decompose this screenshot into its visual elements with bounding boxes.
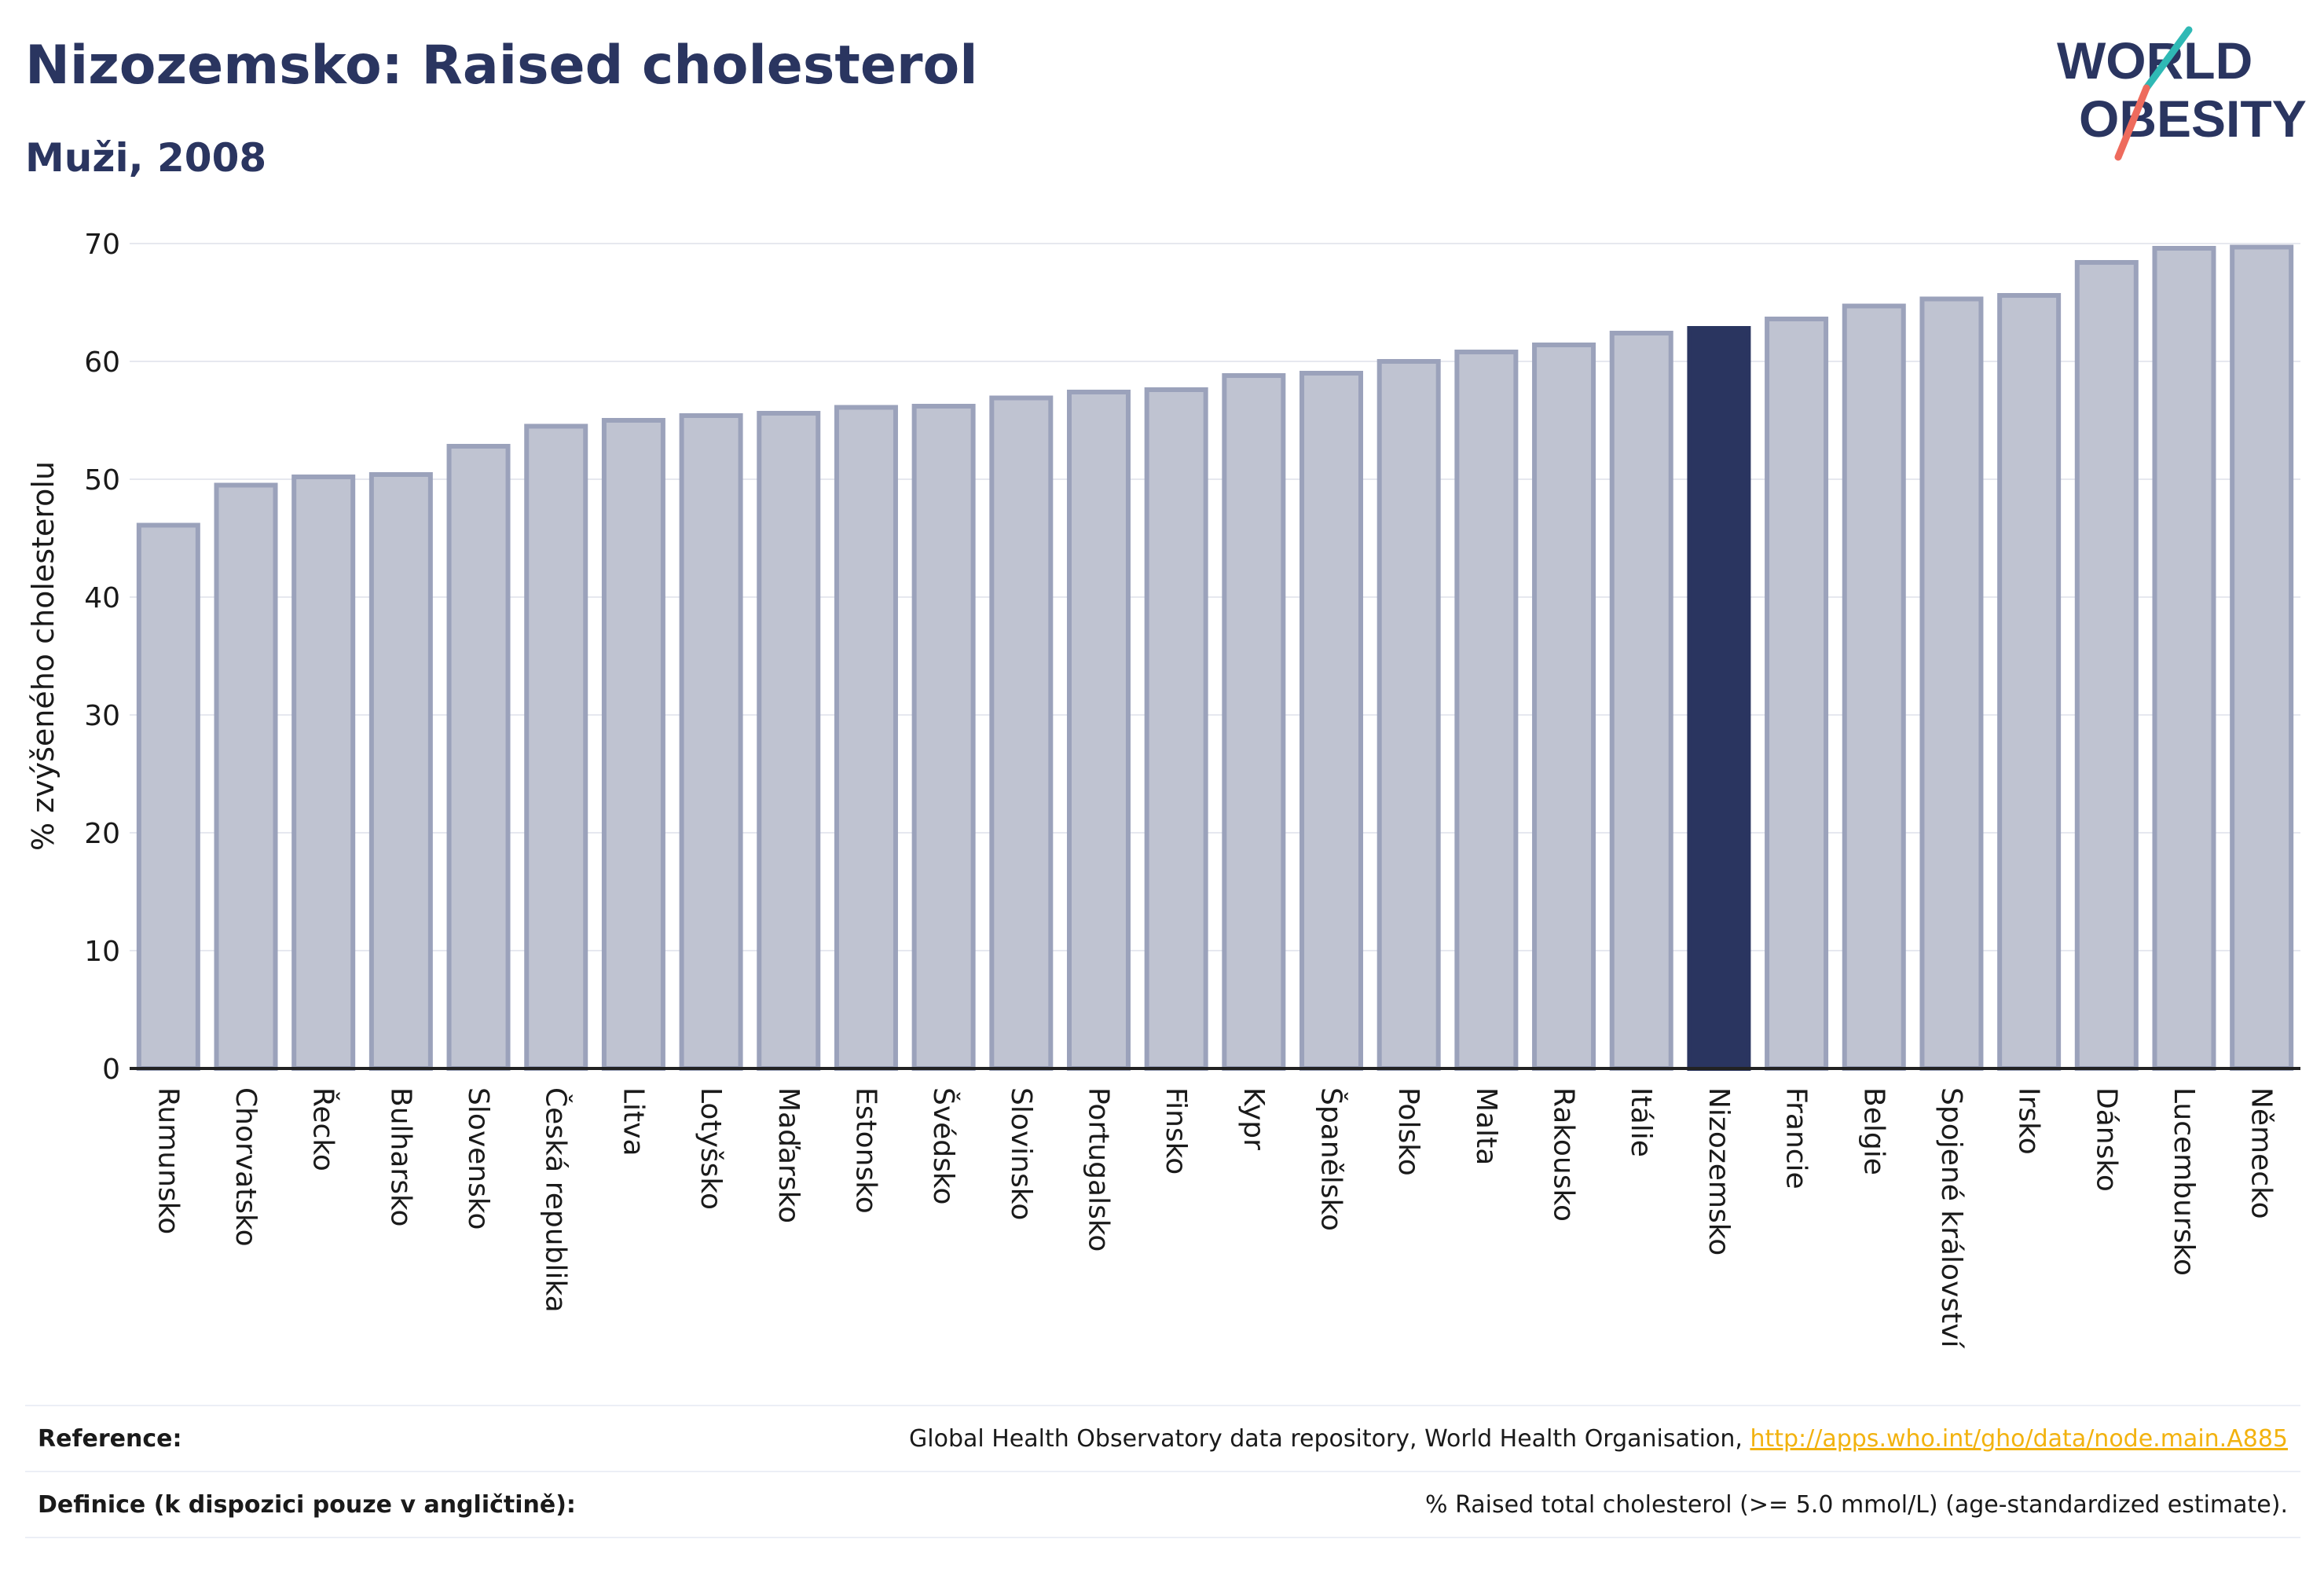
bar-chart: 0 10 20 30 40 50 60 70 Rumunsko Chorvatsko Řecko B… (26, 229, 2300, 1349)
x-tick-label: Irsko (2013, 1087, 2045, 1155)
bar (2074, 260, 2139, 1071)
bar (368, 472, 433, 1071)
logo-slash-teal (2143, 26, 2193, 92)
x-tick-label: Itálie (1625, 1087, 1657, 1157)
bar (989, 395, 1054, 1071)
y-tick-label: 20 (84, 818, 120, 850)
bar (1609, 331, 1673, 1071)
reference-link[interactable]: http://apps.who.int/gho/data/node.main.A… (1750, 1425, 2288, 1453)
x-tick-label: Finsko (1160, 1087, 1192, 1175)
bar (214, 482, 278, 1071)
definition-value: % Raised total cholesterol (>= 5.0 mmol/… (1425, 1491, 2288, 1519)
y-axis-label: % zvýšeného cholesterolu (26, 461, 60, 851)
x-tick-label: Chorvatsko (229, 1087, 262, 1247)
x-tick-label: Spojené království (1935, 1087, 1967, 1349)
bar (1765, 317, 1829, 1071)
x-tick-label: Belgie (1857, 1087, 1890, 1175)
x-tick-label: Lotyšsko (695, 1087, 727, 1210)
x-tick-label: Maďarsko (772, 1087, 805, 1223)
y-tick-label: 0 (102, 1054, 120, 1086)
x-tick-label: Kypr (1237, 1087, 1270, 1150)
bar (601, 418, 665, 1071)
x-tick-label: Rakousko (1548, 1087, 1580, 1222)
bar (1144, 387, 1208, 1071)
logo-line2: OBESITY (2079, 90, 2307, 148)
x-tick-label: Litva (617, 1087, 649, 1156)
y-tick-label: 30 (84, 700, 120, 732)
x-tick-label: Rumunsko (152, 1087, 184, 1234)
x-tick-label: Polsko (1392, 1087, 1424, 1176)
bars (136, 244, 2294, 1071)
footer-divider-top (25, 1405, 2300, 1406)
definition-row: Definice (k dispozici pouze v angličtině… (25, 1474, 2300, 1538)
bar (524, 423, 588, 1071)
y-tick-label: 50 (84, 464, 120, 497)
bar (1687, 326, 1751, 1071)
x-tick-label: Francie (1780, 1087, 1813, 1189)
world-obesity-logo: WORLD OBESITY (2057, 26, 2307, 161)
bar (446, 444, 511, 1071)
bar (1222, 373, 1286, 1071)
x-tick-label: Bulharsko (384, 1087, 416, 1227)
bar (911, 404, 976, 1071)
x-tick-label: Řecko (307, 1087, 340, 1171)
x-tick-label: Česká republika (540, 1087, 573, 1313)
x-tick-label: Estonsko (849, 1087, 882, 1214)
x-tick-label: Španělsko (1315, 1087, 1348, 1231)
y-tick-label: 40 (84, 582, 120, 614)
bar (1299, 371, 1364, 1071)
bar (1997, 293, 2062, 1071)
y-tick-label: 70 (84, 229, 120, 261)
bar (1066, 390, 1131, 1071)
x-tick-label: Dánsko (2090, 1087, 2122, 1192)
footer-divider-middle (25, 1471, 2300, 1472)
x-tick-label: Malta (1470, 1087, 1502, 1165)
bar (1454, 350, 1519, 1071)
reference-row: Reference: Global Health Observatory dat… (25, 1408, 2300, 1472)
footer-divider-bottom (25, 1537, 2300, 1538)
x-tick-label: Slovinsko (1005, 1087, 1037, 1220)
y-tick-label: 10 (84, 936, 120, 968)
bar (1919, 296, 1984, 1071)
x-tick-label: Portugalsko (1082, 1087, 1114, 1252)
x-tick-label: Německo (2245, 1087, 2278, 1219)
bar (1532, 343, 1596, 1071)
page-subtitle: Muži, 2008 (25, 135, 267, 181)
bar (2230, 244, 2294, 1071)
x-tick-label: Slovensko (462, 1087, 494, 1230)
bar (757, 411, 821, 1071)
reference-text: Global Health Observatory data repositor… (909, 1425, 1750, 1453)
x-tick-label: Lucembursko (2168, 1087, 2200, 1276)
y-tick-label: 60 (84, 346, 120, 379)
bar (679, 413, 743, 1071)
x-tick-labels: Rumunsko Chorvatsko Řecko Bulharsko Slovensk… (152, 1087, 2277, 1349)
reference-label: Reference: (38, 1425, 182, 1453)
x-tick-label: Švédsko (927, 1087, 960, 1205)
bar (1842, 303, 1906, 1071)
page-title: Nizozemsko: Raised cholesterol (25, 35, 978, 97)
bar (136, 522, 200, 1071)
definition-label: Definice (k dispozici pouze v angličtině… (38, 1491, 576, 1519)
x-tick-label: Nizozemsko (1703, 1087, 1735, 1255)
bar (834, 405, 898, 1071)
y-tick-labels: 0 10 20 30 40 50 60 70 (84, 229, 120, 1086)
bar (1376, 359, 1441, 1071)
logo-slash-coral (2114, 84, 2150, 161)
reference-value: Global Health Observatory data repositor… (909, 1425, 2288, 1453)
bar (2152, 246, 2216, 1071)
bar (291, 475, 356, 1071)
